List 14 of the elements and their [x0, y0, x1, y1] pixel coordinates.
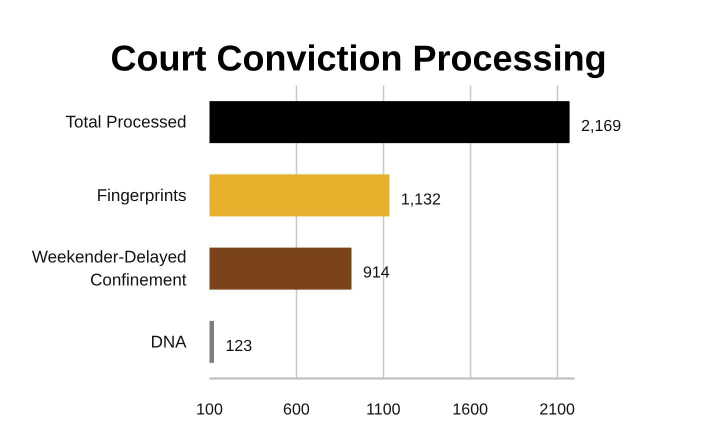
- x-tick-label: 1100: [366, 402, 401, 418]
- chart-title: Court Conviction Processing: [110, 38, 607, 78]
- x-tick-label: 600: [283, 402, 310, 418]
- y-tick-label: Total Processed: [66, 112, 186, 132]
- y-tick-label: Fingerprints: [96, 186, 187, 205]
- y-tick-label: Weekender-Delayed Confinement: [32, 248, 187, 290]
- x-tick-label: 100: [196, 402, 223, 418]
- data-label: 1,132: [400, 191, 442, 208]
- y-tick-label: DNA: [150, 332, 188, 352]
- data-label: 123: [226, 338, 252, 355]
- data-label: 2,169: [581, 118, 622, 136]
- x-tick-label: 2100: [539, 402, 576, 418]
- x-tick-label: 1600: [452, 402, 488, 418]
- data-label: 914: [362, 264, 390, 282]
